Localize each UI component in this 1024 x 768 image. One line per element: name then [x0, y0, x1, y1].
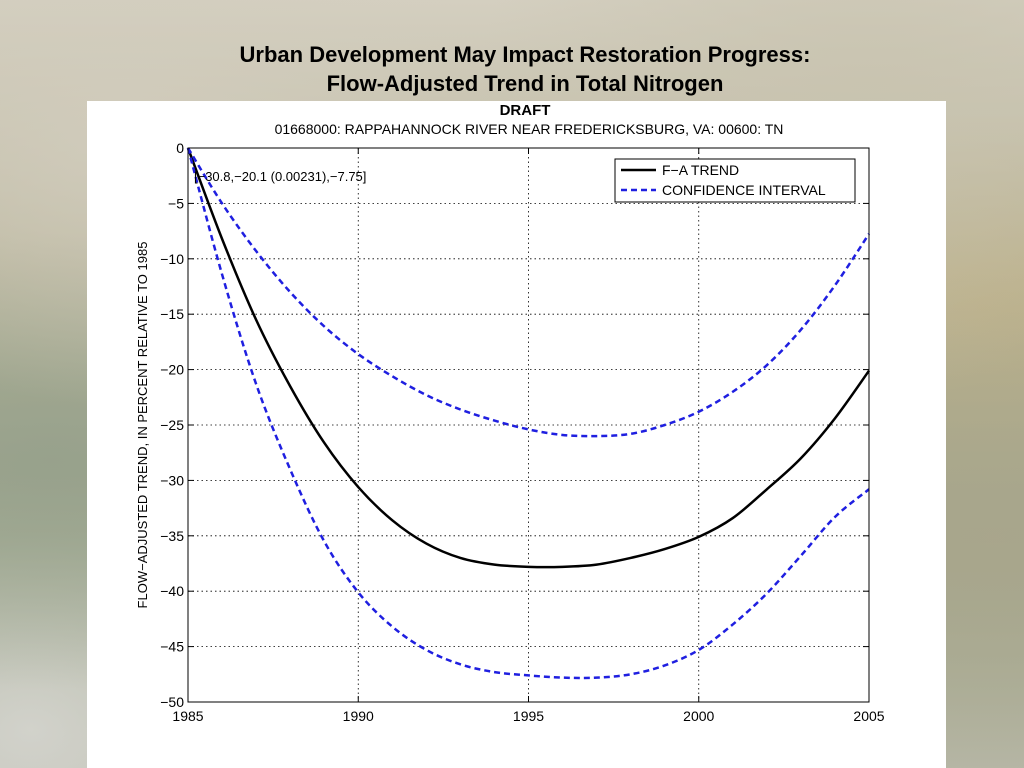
x-tick-label: 1985	[172, 708, 203, 724]
y-axis-label: FLOW−ADJUSTED TREND, IN PERCENT RELATIVE…	[135, 242, 150, 609]
y-tick-label: −10	[160, 251, 184, 267]
y-tick-label: −25	[160, 417, 184, 433]
y-tick-label: −50	[160, 694, 184, 710]
legend: F−A TREND CONFIDENCE INTERVAL	[614, 158, 856, 203]
plot-frame	[187, 147, 870, 703]
series-layer	[186, 147, 871, 680]
y-tick-label: −40	[160, 583, 184, 599]
series-line-confidence-lower	[186, 147, 870, 680]
interval-annotation: [−30.8,−20.1 (0.00231),−7.75]	[194, 169, 366, 184]
y-tick-label: −20	[160, 362, 184, 378]
y-tick-label: −15	[160, 306, 184, 322]
x-tick-label: 1995	[513, 708, 544, 724]
axis-ticks: 1985 1990 1995 2000 2005 0 −5 −10 −15 −20 −25 −30 −3…	[160, 140, 885, 724]
legend-box	[614, 158, 856, 203]
draft-label: DRAFT	[499, 102, 551, 119]
x-tick-label: 2005	[853, 708, 884, 724]
series-line-trend	[186, 147, 871, 569]
y-tick-label: −5	[168, 195, 184, 211]
y-tick-label: −35	[160, 528, 184, 544]
y-tick-label: 0	[176, 140, 184, 156]
x-tick-label: 1990	[343, 708, 374, 724]
series-line-confidence-upper	[186, 147, 871, 438]
slide-title-line-1: Urban Development May Impact Restoration…	[239, 42, 811, 67]
y-tick-label: −30	[160, 472, 184, 488]
chart-title: 01668000: RAPPAHANNOCK RIVER NEAR FREDER…	[275, 121, 784, 137]
legend-label-trend: F−A TREND	[662, 162, 739, 178]
slide-title: Urban Development May Impact Restoration…	[0, 40, 1024, 98]
x-tick-label: 2000	[683, 708, 714, 724]
grid-lines	[188, 148, 869, 702]
chart-panel	[87, 101, 946, 768]
legend-label-confidence: CONFIDENCE INTERVAL	[662, 182, 826, 198]
slide-title-line-2: Flow-Adjusted Trend in Total Nitrogen	[326, 71, 724, 96]
y-tick-label: −45	[160, 639, 184, 655]
